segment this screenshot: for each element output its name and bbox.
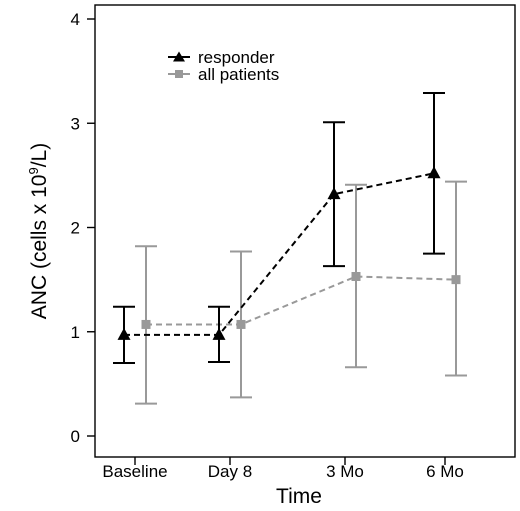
legend-square-marker-icon [175, 70, 183, 78]
y-axis-title-main: ANC (cells x 10 [28, 175, 51, 320]
series-layer [113, 92, 467, 405]
point-triangle-0-3 [427, 166, 441, 179]
y-axis-ticks: 0 1 2 3 4 [71, 10, 95, 446]
series-line-1 [146, 275, 457, 326]
series-line-0 [124, 172, 435, 336]
point-triangle-0-0 [117, 327, 131, 340]
y-tick-label-4: 4 [71, 10, 80, 29]
y-tick-label-0: 0 [71, 427, 80, 446]
y-tick-label-2: 2 [71, 219, 80, 238]
y-axis-title: ANC (cells x 109/L) [26, 143, 51, 319]
legend-label-all-patients: all patients [198, 65, 279, 84]
x-axis-ticks: Baseline Day 8 3 Mo 6 Mo [102, 457, 464, 481]
point-square-1-0 [141, 319, 151, 329]
legend: responder all patients [168, 48, 279, 84]
point-square-1-1 [236, 319, 246, 329]
point-square-1-3 [451, 275, 461, 285]
series-all-patients [135, 180, 467, 405]
x-axis-title: Time [276, 485, 322, 508]
y-axis-title-superscript: 9 [26, 167, 41, 174]
legend-triangle-marker-icon [173, 51, 185, 62]
point-triangle-0-2 [327, 187, 341, 200]
y-tick-label-1: 1 [71, 323, 80, 342]
plot-frame [94, 4, 516, 458]
point-square-1-2 [351, 271, 361, 281]
series-responder [113, 92, 445, 365]
y-axis-title-unit: /L) [28, 143, 51, 168]
x-tick-label-2: 3 Mo [326, 462, 364, 481]
y-tick-label-3: 3 [71, 114, 80, 133]
point-triangle-0-1 [212, 327, 226, 340]
x-tick-label-1: Day 8 [208, 462, 252, 481]
x-tick-label-0: Baseline [102, 462, 167, 481]
legend-label-responder: responder [198, 48, 275, 67]
x-tick-label-3: 6 Mo [426, 462, 464, 481]
